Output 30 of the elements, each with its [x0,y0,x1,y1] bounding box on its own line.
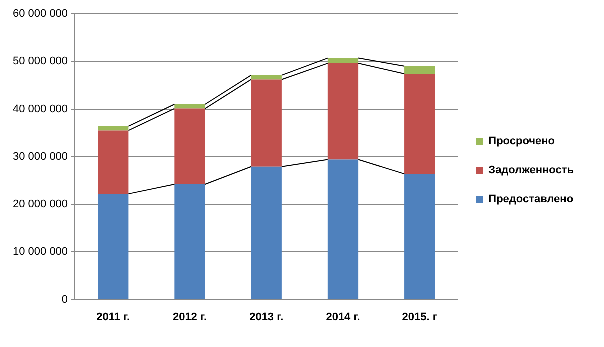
bar [174,104,206,109]
bar [404,74,436,174]
bar [404,66,436,74]
x-tick-label: 2012 г. [172,311,208,324]
bar [98,126,129,131]
x-tick-label: 2015. г [402,311,438,324]
bar [328,160,359,300]
bar [251,80,282,167]
legend-label: Просрочено [488,136,556,148]
y-tick-label: 40 000 000 [12,103,68,116]
bar [174,108,206,185]
bar [328,58,359,64]
y-tick-label: 50 000 000 [12,56,68,68]
bar [98,130,129,194]
bar [404,174,436,300]
legend-label: Предоставлено [488,194,574,206]
y-tick-label: 10 000 000 [12,246,68,258]
y-tick-label: 20 000 000 [12,198,68,211]
bar [98,194,129,300]
x-tick-label: 2013 г. [250,311,284,324]
y-tick-label: 60 000 000 [12,8,68,20]
x-tick-label: 2011 г. [96,311,130,324]
bar [251,75,282,80]
bar [251,166,282,300]
x-tick-label: 2014 г. [326,311,360,324]
legend-label: Задолженность [488,164,574,177]
bar [328,64,359,160]
y-tick-label: 0 [62,294,68,306]
bar [174,184,206,300]
y-tick-label: 30 000 000 [12,150,68,163]
